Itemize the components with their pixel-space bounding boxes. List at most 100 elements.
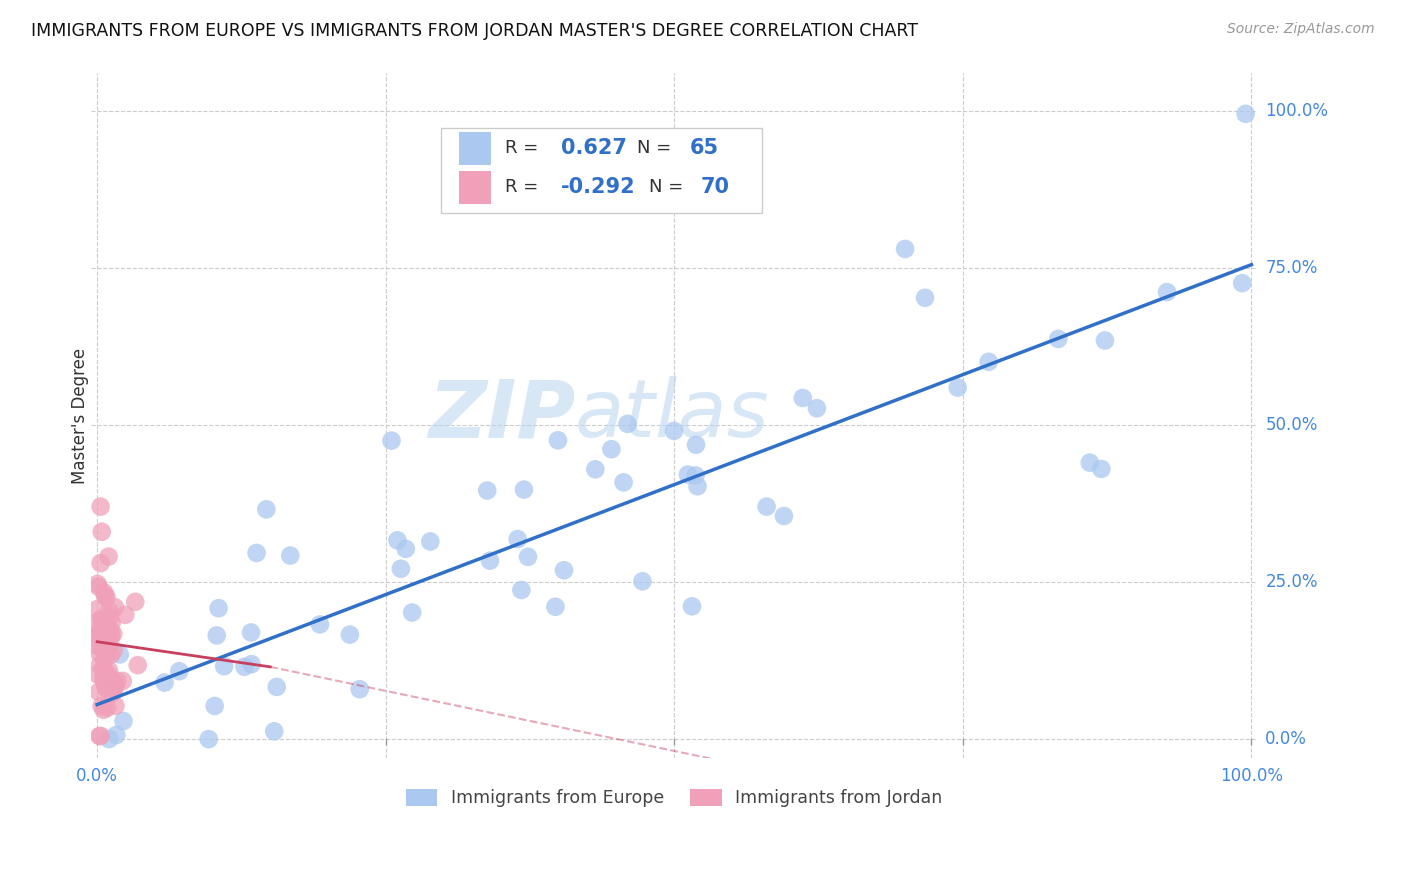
Bar bbox=[458, 132, 491, 165]
Point bbox=[91, 641, 114, 656]
Text: atlas: atlas bbox=[575, 376, 770, 455]
Point bbox=[93, 674, 115, 689]
Text: 65: 65 bbox=[689, 138, 718, 159]
Text: IMMIGRANTS FROM EUROPE VS IMMIGRANTS FROM JORDAN MASTER'S DEGREE CORRELATION CHA: IMMIGRANTS FROM EUROPE VS IMMIGRANTS FRO… bbox=[31, 22, 918, 40]
Text: 100.0%: 100.0% bbox=[1265, 102, 1329, 120]
Point bbox=[103, 627, 125, 641]
Point bbox=[89, 647, 111, 661]
Point bbox=[349, 682, 371, 697]
Point bbox=[97, 664, 120, 678]
Point bbox=[90, 612, 112, 626]
Point bbox=[96, 645, 118, 659]
Point bbox=[204, 698, 226, 713]
Point bbox=[124, 595, 146, 609]
Point bbox=[103, 682, 125, 697]
Point bbox=[101, 681, 124, 696]
Point bbox=[419, 534, 441, 549]
Point bbox=[246, 546, 269, 560]
Point bbox=[1078, 456, 1101, 470]
Point bbox=[583, 462, 606, 476]
Point bbox=[105, 728, 128, 742]
Text: 70: 70 bbox=[702, 178, 730, 197]
Point bbox=[108, 648, 131, 662]
Point bbox=[946, 381, 969, 395]
Point bbox=[914, 291, 936, 305]
Point bbox=[977, 355, 1000, 369]
Legend: Immigrants from Europe, Immigrants from Jordan: Immigrants from Europe, Immigrants from … bbox=[399, 782, 949, 814]
Point bbox=[98, 621, 121, 635]
Text: R =: R = bbox=[505, 178, 544, 196]
Point bbox=[98, 609, 121, 624]
Point bbox=[112, 714, 135, 728]
Text: 0.0%: 0.0% bbox=[76, 767, 118, 786]
Text: R =: R = bbox=[505, 139, 544, 157]
Point bbox=[93, 585, 115, 599]
Bar bbox=[458, 171, 491, 203]
Point bbox=[103, 676, 125, 690]
Point bbox=[103, 678, 125, 692]
Point bbox=[389, 562, 412, 576]
Point bbox=[205, 628, 228, 642]
Point bbox=[676, 467, 699, 482]
Point bbox=[263, 724, 285, 739]
Point bbox=[93, 703, 115, 717]
Point bbox=[477, 483, 499, 498]
Point bbox=[96, 700, 118, 714]
Point bbox=[91, 617, 114, 632]
Point bbox=[97, 642, 120, 657]
Point bbox=[114, 607, 136, 622]
Point bbox=[87, 580, 110, 594]
Point bbox=[401, 606, 423, 620]
Point bbox=[686, 479, 709, 493]
Point bbox=[681, 599, 703, 614]
Point bbox=[103, 643, 125, 657]
Point bbox=[544, 599, 567, 614]
Point bbox=[197, 732, 219, 747]
Point bbox=[94, 633, 117, 648]
Point bbox=[93, 665, 115, 679]
Point bbox=[86, 602, 108, 616]
Point bbox=[87, 640, 110, 654]
Point bbox=[631, 574, 654, 589]
Point bbox=[662, 424, 685, 438]
Point bbox=[266, 680, 288, 694]
Point bbox=[93, 613, 115, 627]
Text: 100.0%: 100.0% bbox=[1220, 767, 1282, 786]
Point bbox=[339, 627, 361, 641]
Point bbox=[479, 553, 502, 567]
Point bbox=[93, 652, 115, 666]
Point bbox=[380, 434, 402, 448]
Point bbox=[90, 556, 112, 570]
Point bbox=[98, 732, 121, 747]
Point bbox=[1156, 285, 1178, 299]
Point bbox=[94, 616, 117, 631]
Point bbox=[90, 699, 112, 714]
FancyBboxPatch shape bbox=[441, 128, 762, 213]
Point bbox=[1094, 334, 1116, 348]
Point bbox=[90, 729, 112, 743]
Point bbox=[104, 675, 127, 690]
Point bbox=[90, 500, 112, 514]
Point bbox=[309, 617, 332, 632]
Point bbox=[240, 657, 263, 672]
Point bbox=[100, 680, 122, 694]
Point bbox=[90, 629, 112, 643]
Text: 75.0%: 75.0% bbox=[1265, 259, 1317, 277]
Point bbox=[100, 626, 122, 640]
Y-axis label: Master's Degree: Master's Degree bbox=[72, 347, 89, 483]
Point bbox=[93, 673, 115, 687]
Point bbox=[96, 666, 118, 681]
Point bbox=[86, 667, 108, 681]
Point bbox=[104, 600, 127, 615]
Point bbox=[86, 633, 108, 648]
Point bbox=[91, 661, 114, 675]
Point bbox=[254, 502, 277, 516]
Point bbox=[96, 620, 118, 634]
Text: N =: N = bbox=[637, 139, 676, 157]
Point bbox=[89, 624, 111, 639]
Point bbox=[616, 417, 638, 431]
Text: 50.0%: 50.0% bbox=[1265, 416, 1317, 434]
Point bbox=[169, 664, 191, 678]
Point bbox=[100, 615, 122, 630]
Text: Source: ZipAtlas.com: Source: ZipAtlas.com bbox=[1227, 22, 1375, 37]
